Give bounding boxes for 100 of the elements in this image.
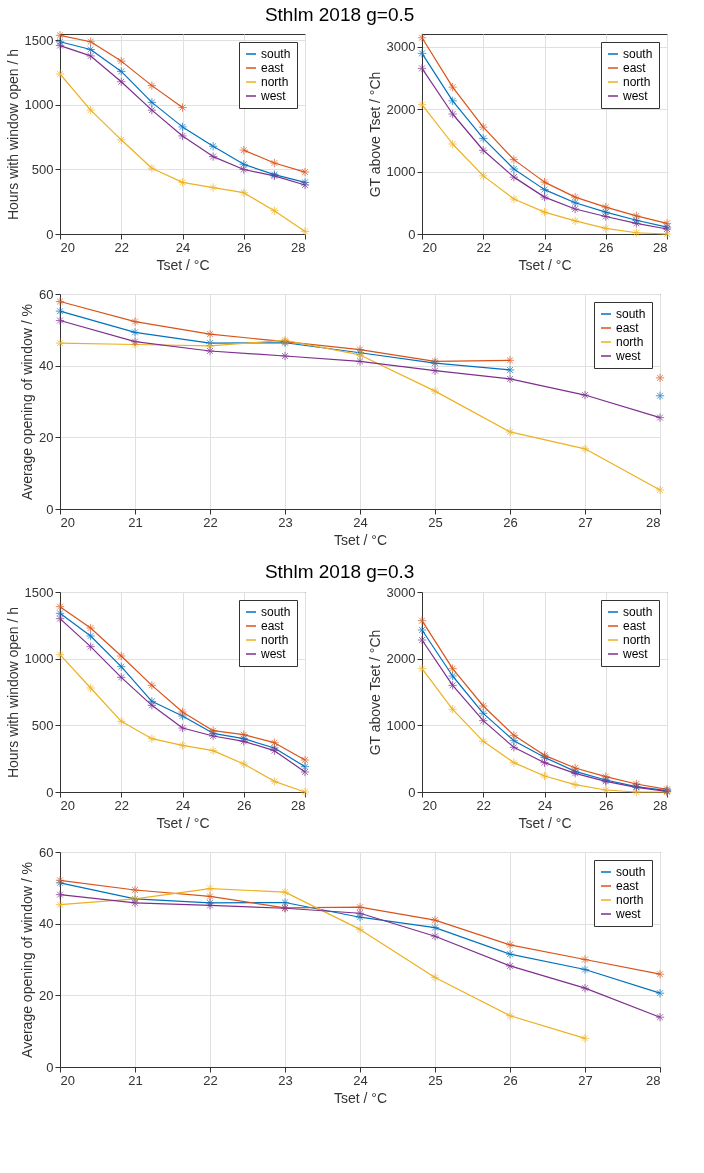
y-axis-title: Hours with window open / h	[4, 606, 21, 779]
y-tick-label: 60	[39, 844, 54, 860]
x-tick-label: 24	[175, 797, 191, 813]
y-tick-label: 0	[46, 501, 54, 517]
y-tick-label: 2000	[386, 651, 416, 667]
legend-label: east	[616, 321, 640, 335]
x-tick-label: 26	[599, 797, 614, 813]
x-tick-label: 27	[578, 514, 593, 530]
x-axis-title: Tset / °C	[156, 256, 210, 273]
x-tick-label: 24	[353, 514, 368, 530]
y-tick-label: 3000	[386, 39, 416, 54]
x-tick-label: 22	[203, 1072, 218, 1088]
legend-label: south	[616, 865, 646, 879]
x-tick-label: 22	[114, 797, 129, 813]
legend-label: south	[261, 605, 291, 619]
y-tick-label: 1000	[386, 717, 416, 733]
y-tick-label: 1000	[386, 164, 416, 179]
legend-label: west	[260, 647, 287, 661]
legend-label: north	[616, 335, 644, 349]
legend-label: north	[623, 75, 651, 89]
x-tick-label: 27	[578, 1072, 593, 1088]
x-tick-label: 26	[503, 514, 518, 530]
y-tick-label: 1500	[24, 32, 54, 48]
y-axis-title: Average opening of window / %	[19, 862, 36, 1058]
y-tick-label: 500	[31, 161, 54, 177]
legend-label: east	[616, 879, 640, 893]
x-tick-label: 26	[237, 797, 252, 813]
legend-label: west	[622, 89, 649, 103]
y-tick-label: 500	[31, 717, 54, 733]
x-tick-label: 26	[237, 239, 252, 255]
x-tick-label: 20	[422, 797, 437, 813]
x-tick-label: 22	[476, 797, 491, 813]
y-tick-label: 3000	[386, 584, 416, 600]
legend-label: south	[623, 47, 653, 61]
x-tick-label: 22	[203, 514, 218, 530]
y-tick-label: 0	[408, 226, 416, 242]
chart-title: Sthlm 2018 g=0.3	[264, 560, 415, 582]
legend-label: west	[622, 647, 649, 661]
x-tick-label: 21	[128, 514, 143, 530]
legend-label: west	[615, 349, 642, 363]
x-tick-label: 20	[60, 239, 75, 255]
x-tick-label: 26	[599, 239, 614, 255]
x-tick-label: 28	[291, 239, 306, 255]
x-tick-label: 24	[353, 1072, 368, 1088]
x-tick-label: 20	[60, 797, 75, 813]
x-axis-title: Tset / °C	[518, 814, 572, 831]
legend-label: east	[623, 619, 647, 633]
y-tick-label: 1000	[24, 651, 54, 667]
legend-label: west	[615, 907, 642, 921]
legend-label: north	[623, 633, 651, 647]
y-tick-label: 0	[408, 784, 416, 800]
legend-label: south	[623, 605, 653, 619]
y-tick-label: 20	[39, 429, 54, 445]
x-tick-label: 25	[428, 1072, 443, 1088]
x-tick-label: 28	[291, 797, 306, 813]
y-tick-label: 2000	[386, 101, 416, 117]
chart-title: Sthlm 2018 g=0.5	[264, 3, 415, 25]
x-tick-label: 21	[128, 1072, 143, 1088]
y-tick-label: 0	[46, 784, 54, 800]
legend-label: east	[623, 61, 647, 75]
legend-label: east	[261, 619, 285, 633]
x-tick-label: 20	[60, 514, 75, 530]
legend-label: north	[261, 633, 289, 647]
legend-label: west	[260, 89, 287, 103]
x-tick-label: 23	[278, 514, 293, 530]
y-tick-label: 0	[46, 1059, 54, 1075]
x-tick-label: 28	[653, 797, 668, 813]
x-tick-label: 22	[114, 239, 129, 255]
y-tick-label: 20	[39, 987, 54, 1003]
x-tick-label: 20	[422, 239, 437, 255]
y-tick-label: 60	[39, 286, 54, 302]
x-tick-label: 25	[428, 514, 443, 530]
x-tick-label: 20	[60, 1072, 75, 1088]
x-tick-label: 28	[646, 1072, 661, 1088]
y-axis-title: Average opening of window / %	[19, 304, 36, 500]
legend-label: east	[261, 61, 285, 75]
x-axis-title: Tset / °C	[333, 531, 388, 548]
y-tick-label: 40	[39, 916, 54, 932]
x-axis-title: Tset / °C	[333, 1089, 388, 1106]
y-axis-title: GT above Tset / °Ch	[366, 629, 383, 756]
y-tick-label: 1000	[24, 97, 54, 113]
x-axis-title: Tset / °C	[518, 256, 572, 273]
x-tick-label: 28	[653, 239, 668, 255]
legend-label: south	[616, 307, 646, 321]
x-tick-label: 23	[278, 1072, 293, 1088]
y-axis-title: GT above Tset / °Ch	[366, 71, 383, 198]
y-axis-title: Hours with window open / h	[4, 48, 21, 221]
x-tick-label: 24	[175, 239, 191, 255]
y-tick-label: 1500	[24, 584, 54, 600]
y-tick-label: 40	[39, 358, 54, 374]
x-tick-label: 26	[503, 1072, 518, 1088]
x-tick-label: 24	[537, 797, 553, 813]
y-tick-label: 0	[46, 226, 54, 242]
legend-label: north	[261, 75, 289, 89]
x-axis-title: Tset / °C	[156, 814, 210, 831]
x-tick-label: 24	[537, 239, 553, 255]
legend-label: north	[616, 893, 644, 907]
x-tick-label: 22	[476, 239, 491, 255]
x-tick-label: 28	[646, 514, 661, 530]
legend-label: south	[261, 47, 291, 61]
